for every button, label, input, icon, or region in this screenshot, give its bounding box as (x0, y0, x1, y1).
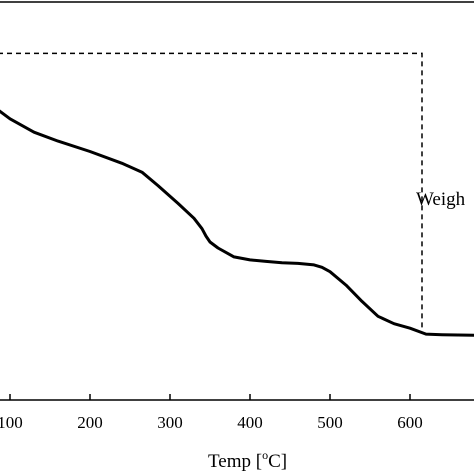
x-tick-label: 100 (0, 413, 23, 432)
x-tick-label: 400 (237, 413, 263, 432)
annotation-weight-text: Weigh (416, 189, 466, 210)
series-line-0 (0, 109, 474, 337)
x-axis-title-main: Temp [ (208, 451, 262, 472)
plot-frame (0, 1, 474, 401)
x-tick-label: 500 (317, 413, 343, 432)
x-tick-label: 300 (157, 413, 183, 432)
x-axis-title-superscript: o (262, 448, 268, 462)
x-axis-title: Temp [oC] (208, 448, 287, 472)
x-tick-label: 600 (397, 413, 423, 432)
dashed-reference-line (0, 52, 423, 330)
x-tick-label: 200 (77, 413, 103, 432)
x-axis-title-end: C] (268, 451, 287, 472)
